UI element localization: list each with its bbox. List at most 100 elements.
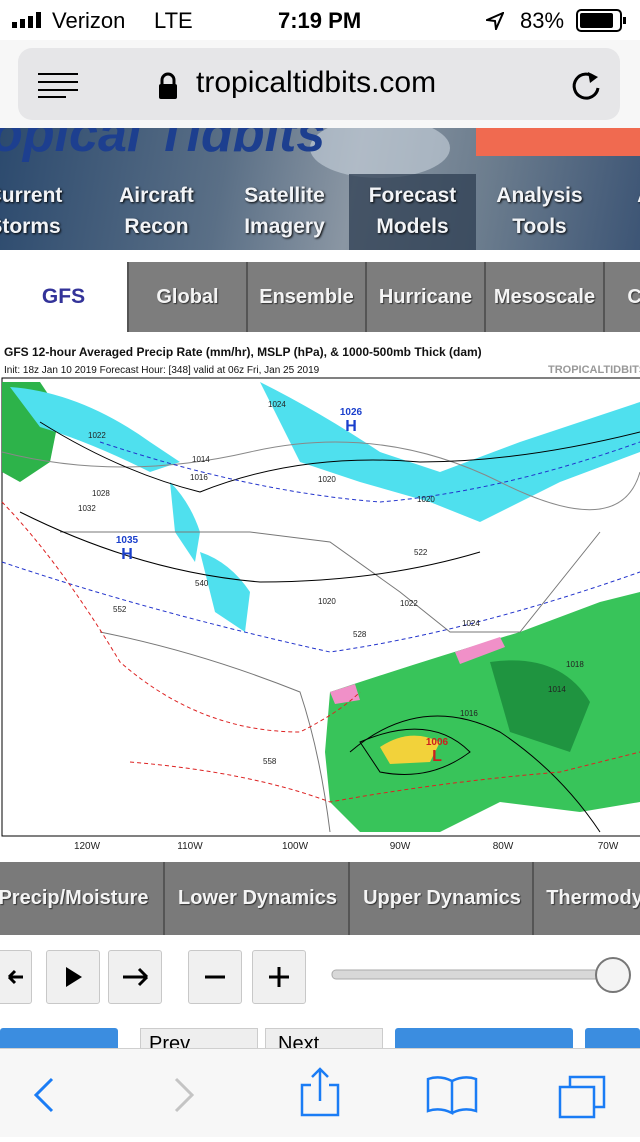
- contour-label: 1022: [400, 599, 418, 608]
- category-tab[interactable]: Lower Dynamics: [163, 862, 350, 935]
- nav-label: Tools: [512, 215, 567, 238]
- site-logo[interactable]: Tropical Tidbits: [0, 128, 326, 163]
- map-title: GFS 12-hour Averaged Precip Rate (mm/hr)…: [4, 345, 482, 359]
- forward-icon: [174, 1077, 195, 1113]
- contour-label: 1022: [88, 431, 106, 440]
- nav-label: Analysis: [496, 184, 583, 207]
- nav-label: Aircraft: [119, 184, 194, 207]
- pressure-value: 1035: [116, 535, 139, 546]
- model-tab[interactable]: Hurricane: [365, 262, 484, 332]
- time: 7:19 PM: [278, 8, 362, 33]
- nav-label: Current: [0, 184, 63, 207]
- pressure-letter: H: [121, 546, 133, 563]
- contour-label: 522: [414, 548, 428, 557]
- battery-icon: [576, 9, 626, 32]
- model-tab[interactable]: Climate: [603, 262, 640, 332]
- zoom-in-button[interactable]: [252, 950, 306, 1004]
- category-tab[interactable]: Thermodynamics: [532, 862, 640, 935]
- nav-label: Satellite: [244, 184, 325, 207]
- nav-item[interactable]: About: [605, 180, 640, 250]
- model-tabs: GFSGlobalEnsembleHurricaneMesoscaleClima…: [0, 262, 640, 332]
- map-watermark: TROPICALTIDBITS.COM: [548, 364, 640, 376]
- network: LTE: [154, 8, 193, 33]
- contour-label: 1024: [268, 400, 286, 409]
- reader-icon[interactable]: [38, 72, 80, 98]
- url-bar[interactable]: tropicaltidbits.com: [18, 48, 620, 120]
- longitude-label: 90W: [390, 841, 411, 852]
- first-button[interactable]: [0, 950, 32, 1004]
- nav-label: Storms: [0, 215, 61, 238]
- nav-label: Forecast: [368, 184, 457, 207]
- browser-toolbar: [0, 1048, 640, 1137]
- contour-label: 1028: [92, 489, 110, 498]
- prev-label: Prev: [149, 1033, 191, 1052]
- zoom-out-button[interactable]: [188, 950, 242, 1004]
- frame-slider[interactable]: [330, 955, 640, 995]
- tabs-icon[interactable]: [558, 1075, 606, 1119]
- contour-label: 1014: [548, 685, 566, 694]
- nav-item[interactable]: Satellite Imagery: [222, 180, 347, 250]
- status-bar: Verizon LTE 7:19 PM 83%: [0, 0, 640, 40]
- nav-label: About: [605, 180, 640, 211]
- longitude-label: 110W: [177, 841, 203, 852]
- contour-label: 1024: [462, 619, 480, 628]
- category-tabs: Precip/Moisture Lower Dynamics Upper Dynam…: [0, 862, 640, 935]
- nav-item[interactable]: Current Storms: [0, 180, 87, 250]
- signal-icon: [12, 12, 41, 28]
- nav-label: Recon: [124, 215, 189, 238]
- contour-label: 1020: [417, 495, 435, 504]
- nav-active-bg: [349, 174, 476, 250]
- longitude-label: 120W: [74, 841, 101, 852]
- nav-item[interactable]: Aircraft Recon: [94, 180, 219, 250]
- play-button[interactable]: [46, 950, 100, 1004]
- next-label: Next: [278, 1033, 320, 1052]
- contour-label: 1014: [192, 455, 210, 464]
- header-art: [310, 128, 640, 178]
- pressure-letter: H: [345, 418, 357, 435]
- spacer: [0, 250, 640, 262]
- pressure-value: 1026: [340, 407, 363, 418]
- contour-label: 558: [263, 757, 277, 766]
- browser-url-area: tropicaltidbits.com: [0, 40, 640, 128]
- pressure-value: 1006: [426, 737, 449, 748]
- nav-item[interactable]: Analysis Tools: [477, 180, 602, 250]
- forecast-map: GFS 12-hour Averaged Precip Rate (mm/hr)…: [0, 332, 640, 862]
- share-icon[interactable]: [300, 1067, 340, 1117]
- nav-label: Imagery: [244, 215, 325, 238]
- bookmarks-icon[interactable]: [426, 1076, 478, 1116]
- contour-label: 1016: [460, 709, 478, 718]
- contour-label: 1032: [78, 504, 96, 513]
- site-header: Tropical Tidbits Current Storms Aircraft Re…: [0, 128, 640, 250]
- contour-label: 1020: [318, 475, 336, 484]
- back-icon[interactable]: [33, 1077, 54, 1113]
- longitude-label: 80W: [493, 841, 514, 852]
- toolbar-icons: [33, 1067, 606, 1119]
- pressure-letter: L: [432, 748, 442, 765]
- reload-icon[interactable]: [570, 68, 602, 102]
- next-frame-button[interactable]: [108, 950, 162, 1004]
- longitude-label: 70W: [598, 841, 619, 852]
- map-init: Init: 18z Jan 10 2019 Forecast Hour: [34…: [4, 365, 320, 376]
- contour-label: 552: [113, 605, 127, 614]
- active-tab[interactable]: GFS: [0, 262, 129, 332]
- nav-label: Models: [376, 215, 449, 238]
- url-text: tropicaltidbits.com: [196, 66, 437, 99]
- nav-item[interactable]: Forecast Models: [350, 180, 475, 250]
- model-tab[interactable]: Global: [127, 262, 246, 332]
- contour-label: 528: [353, 630, 367, 639]
- contour-label: 1018: [566, 660, 584, 669]
- lock-icon: [159, 72, 177, 99]
- model-tab[interactable]: Ensemble: [246, 262, 365, 332]
- battery-percent: 83%: [520, 8, 565, 33]
- carrier: Verizon: [52, 8, 126, 33]
- longitude-label: 100W: [282, 841, 309, 852]
- category-tab[interactable]: Upper Dynamics: [348, 862, 534, 935]
- contour-label: 1020: [318, 597, 336, 606]
- contour-label: 540: [195, 579, 209, 588]
- location-icon: [486, 12, 504, 30]
- model-tab[interactable]: Mesoscale: [484, 262, 603, 332]
- category-tab[interactable]: Precip/Moisture: [0, 862, 165, 935]
- contour-label: 1016: [190, 473, 208, 482]
